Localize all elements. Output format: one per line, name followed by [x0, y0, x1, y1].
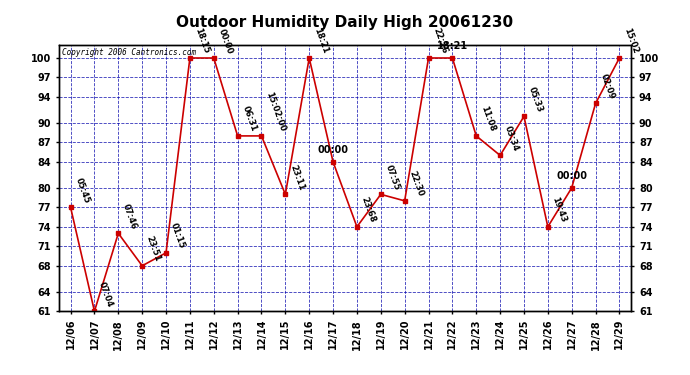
Text: 15:02: 15:02 — [622, 27, 640, 55]
Text: 00:00: 00:00 — [217, 27, 234, 55]
Text: 18:15: 18:15 — [193, 27, 210, 55]
Text: 18:21: 18:21 — [437, 41, 468, 51]
Text: 11:08: 11:08 — [479, 105, 497, 133]
Text: 00:00: 00:00 — [556, 171, 587, 181]
Text: 05:33: 05:33 — [526, 86, 544, 114]
Text: 22:26: 22:26 — [431, 27, 449, 55]
Text: Copyright 2006 Cantronics.com: Copyright 2006 Cantronics.com — [61, 48, 196, 57]
Text: 01:15: 01:15 — [169, 222, 186, 250]
Text: Outdoor Humidity Daily High 20061230: Outdoor Humidity Daily High 20061230 — [177, 15, 513, 30]
Text: 23:68: 23:68 — [359, 196, 377, 224]
Text: 07:55: 07:55 — [384, 164, 401, 192]
Text: 23:51: 23:51 — [145, 235, 163, 263]
Text: 23:11: 23:11 — [288, 164, 306, 192]
Text: 05:45: 05:45 — [73, 176, 91, 205]
Text: 07:46: 07:46 — [121, 202, 139, 231]
Text: 19:43: 19:43 — [551, 196, 568, 224]
Text: 07:04: 07:04 — [97, 280, 115, 309]
Text: 22:30: 22:30 — [407, 170, 425, 198]
Text: 06:31: 06:31 — [240, 105, 258, 133]
Text: 00:00: 00:00 — [317, 145, 348, 155]
Text: 03:34: 03:34 — [503, 124, 520, 153]
Text: 15:02:00: 15:02:00 — [264, 91, 287, 133]
Text: 18:21: 18:21 — [312, 27, 330, 55]
Text: 02:09: 02:09 — [598, 73, 616, 100]
